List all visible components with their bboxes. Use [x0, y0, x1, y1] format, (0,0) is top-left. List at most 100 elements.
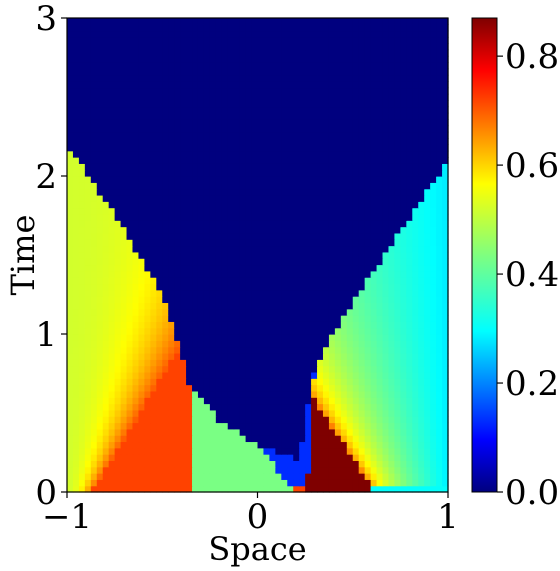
heatmap-cell [322, 245, 330, 253]
heatmap-cell [138, 232, 145, 240]
heatmap-cell [168, 144, 175, 152]
heatmap-cell [227, 334, 235, 341]
heatmap-cell [132, 163, 140, 171]
heatmap-cell [233, 473, 241, 480]
heatmap-cell [203, 18, 211, 25]
heatmap-cell [358, 144, 366, 152]
heatmap-cell [108, 296, 116, 303]
heatmap-cell [269, 264, 276, 272]
heatmap-cell [275, 251, 282, 259]
heatmap-cell [269, 277, 276, 285]
heatmap-cell [281, 308, 288, 316]
heatmap-cell [233, 138, 241, 145]
heatmap-cell [376, 163, 384, 171]
heatmap-cell [305, 125, 312, 133]
heatmap-cell [311, 68, 318, 76]
heatmap-cell [96, 239, 104, 247]
heatmap-cell [209, 213, 217, 221]
heatmap-cell [180, 24, 187, 32]
heatmap-cell [114, 100, 122, 108]
heatmap-cell [328, 277, 336, 285]
heatmap-cell [96, 81, 104, 89]
heatmap-cell [215, 106, 223, 114]
heatmap-cell [430, 100, 437, 108]
heatmap-cell [346, 43, 354, 51]
heatmap-cell [96, 194, 104, 202]
heatmap-cell [162, 428, 169, 436]
heatmap-cell [317, 226, 324, 234]
heatmap-cell [305, 479, 312, 487]
heatmap-cell [269, 207, 276, 215]
heatmap-cell [436, 201, 443, 209]
heatmap-cell [376, 340, 384, 348]
heatmap-cell [144, 232, 151, 240]
heatmap-cell [221, 397, 229, 405]
heatmap-cell [317, 359, 324, 367]
heatmap-cell [245, 441, 253, 449]
heatmap-cell [162, 277, 169, 285]
heatmap-cell [209, 43, 217, 51]
heatmap-cell [245, 194, 253, 202]
heatmap-cell [263, 378, 270, 386]
heatmap-cell [156, 239, 163, 247]
heatmap-cell [287, 466, 294, 474]
heatmap-cell [102, 334, 110, 341]
heatmap-cell [209, 485, 217, 493]
heatmap-cell [370, 49, 378, 57]
heatmap-cell [90, 251, 98, 259]
heatmap-cell [436, 157, 443, 164]
heatmap-cell [72, 194, 80, 202]
heatmap-cell [174, 239, 181, 247]
heatmap-cell [67, 403, 74, 411]
heatmap-cell [227, 397, 235, 405]
heatmap-cell [221, 289, 229, 297]
heatmap-cell [96, 36, 104, 44]
heatmap-cell [311, 315, 318, 322]
heatmap-cell [287, 277, 294, 285]
heatmap-cell [209, 422, 217, 430]
heatmap-cell [197, 460, 205, 468]
heatmap-cell [281, 296, 288, 303]
heatmap-cell [168, 24, 175, 32]
heatmap-cell [227, 112, 235, 120]
heatmap-cell [317, 119, 324, 127]
heatmap-cell [96, 43, 104, 51]
heatmap-cell [281, 87, 288, 95]
heatmap-cell [78, 232, 86, 240]
heatmap-cell [293, 36, 300, 44]
heatmap-cell [168, 220, 175, 228]
heatmap-cell [245, 258, 253, 266]
heatmap-cell [275, 384, 282, 392]
heatmap-cell [412, 194, 419, 202]
heatmap-cell [150, 466, 157, 474]
heatmap-cell [328, 296, 336, 303]
heatmap-cell [233, 296, 241, 303]
heatmap-cell [168, 264, 175, 272]
heatmap-cell [430, 435, 437, 443]
heatmap-cell [162, 201, 169, 209]
heatmap-cell [215, 144, 223, 152]
heatmap-cell [150, 106, 157, 114]
heatmap-cell [126, 144, 134, 152]
heatmap-cell [346, 321, 354, 329]
heatmap-cell [126, 182, 134, 190]
heatmap-cell [138, 226, 145, 234]
heatmap-cell [168, 169, 175, 177]
heatmap-cell [108, 251, 116, 259]
heatmap-cell [317, 251, 324, 259]
heatmap-cell [203, 188, 211, 196]
heatmap-cell [227, 346, 235, 354]
heatmap-cell [281, 188, 288, 196]
heatmap-cell [364, 479, 372, 487]
heatmap-cell [138, 479, 145, 487]
heatmap-cell [382, 315, 390, 322]
heatmap-cell [299, 157, 306, 164]
heatmap-cell [412, 289, 419, 297]
heatmap-cell [358, 473, 366, 480]
colorbar-tick-label: 0.6 [505, 146, 559, 186]
heatmap-cell [382, 277, 390, 285]
heatmap-cell [239, 308, 247, 316]
heatmap-cell [186, 371, 193, 379]
heatmap-cell [132, 251, 140, 259]
heatmap-cell [364, 131, 372, 139]
